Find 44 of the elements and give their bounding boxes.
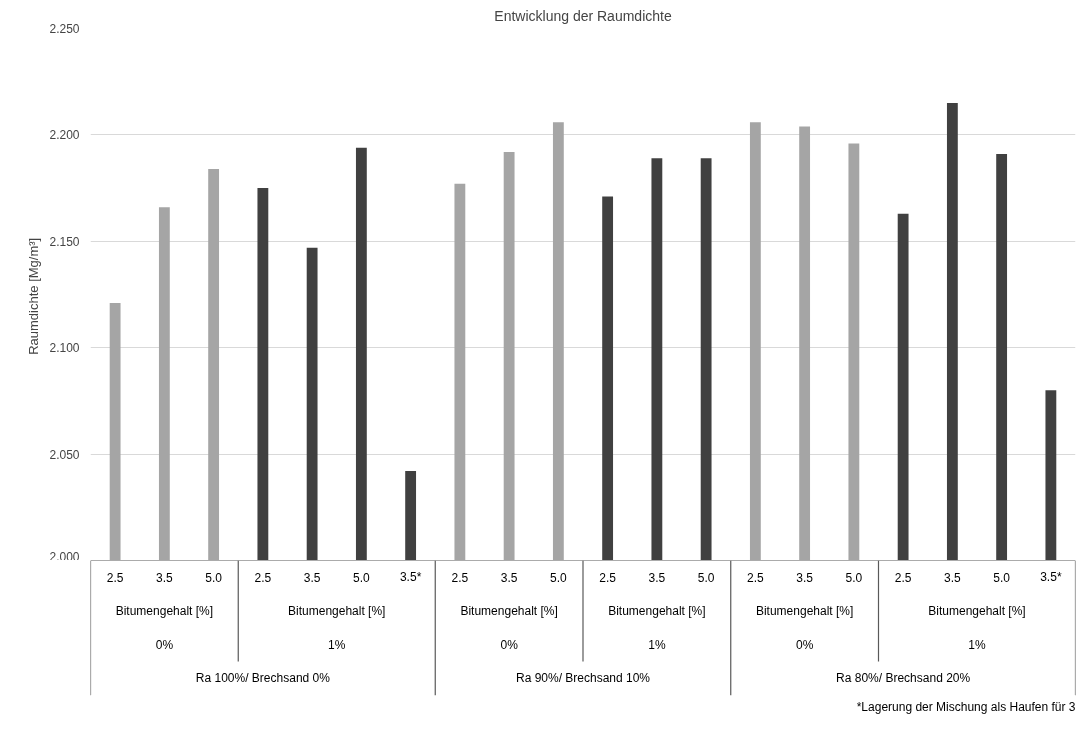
x-tick-label: 3.5 xyxy=(156,570,174,585)
x-tick-label: 2.5 xyxy=(599,570,617,585)
x-tick-label: 5.0 xyxy=(845,570,863,585)
chart-title: Entwicklung der Raumdichte xyxy=(494,7,672,24)
text: Bitumengehalt [%] xyxy=(928,604,1026,619)
x-tick-label: 5.0 xyxy=(993,570,1011,585)
y-tick-label: 2.250 xyxy=(49,22,80,36)
text: Bitumengehalt [%] xyxy=(115,604,214,619)
x-tick-label: 5.0 xyxy=(205,570,223,585)
text: 0% xyxy=(795,637,814,652)
text: Ra 80%/ Brechsand 20% xyxy=(836,671,971,686)
text: Bitumengehalt [%] xyxy=(288,604,386,619)
text: Ra 100%/ Brechsand 0% xyxy=(195,671,331,686)
text: 1% xyxy=(328,637,346,652)
y-tick-label: 2.000 xyxy=(49,549,80,564)
text: 1% xyxy=(968,637,986,652)
x-tick-label: 3.5 xyxy=(500,570,518,585)
x-tick-label: 2.5 xyxy=(451,570,469,585)
text: Bitumengehalt [%] xyxy=(755,604,854,619)
x-tick-label: 3.5 xyxy=(944,570,962,585)
x-tick-label: 3.5* xyxy=(1040,570,1062,585)
y-tick-label: 2.100 xyxy=(49,341,80,356)
x-tick-label: 2.5 xyxy=(747,570,765,585)
x-tick-label: 5.0 xyxy=(550,570,568,585)
y-tick-label: 2.050 xyxy=(49,447,80,462)
x-tick-label: 3.5 xyxy=(648,570,666,585)
x-tick-label: 2.5 xyxy=(106,570,124,585)
text: 0% xyxy=(155,637,174,652)
x-tick-label: 5.0 xyxy=(353,570,371,585)
x-tick-label: 3.5 xyxy=(796,570,814,585)
x-tick-label: 3.5* xyxy=(399,570,422,585)
text: Bitumengehalt [%] xyxy=(608,604,706,619)
text: Ra 90%/ Brechsand 10% xyxy=(515,671,651,686)
text: Bitumengehalt [%] xyxy=(460,604,558,619)
text: *Lagerung der Mischung als Haufen für 3 xyxy=(856,700,1076,715)
text: 0% xyxy=(500,637,519,652)
y-tick-label: 2.200 xyxy=(49,128,80,143)
x-tick-label: 2.5 xyxy=(254,570,272,585)
text: 1% xyxy=(648,637,666,652)
x-tick-label: 2.5 xyxy=(894,570,912,585)
y-axis-title: Raumdichte [Mg/m³] xyxy=(26,237,42,355)
x-tick-label: 5.0 xyxy=(697,570,715,585)
x-tick-label: 3.5 xyxy=(303,570,321,585)
y-tick-label: 2.150 xyxy=(49,234,80,249)
